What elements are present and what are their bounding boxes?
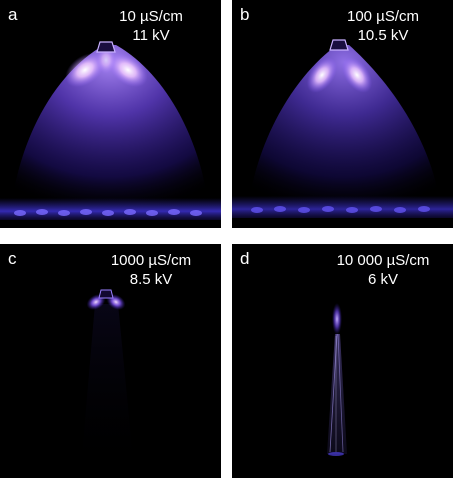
plasma-discharge-photo-d [327,303,347,456]
voltage-d: 6 kV [367,271,398,288]
photo-panel-b: b 100 µS/cm 10.5 kV [232,0,453,228]
condition-label-a: 10 µS/cm 11 kV [91,7,211,45]
panel-label-c: c [8,249,17,268]
photo-panel-a: a 10 µS/cm 11 kV [0,0,221,228]
conductivity-a: 10 µS/cm [119,8,183,25]
plasma-discharge-photo-c [80,289,135,478]
condition-label-c: 1000 µS/cm 8.5 kV [91,251,211,289]
plasma-discharge-photo-a [0,41,221,220]
conductivity-c: 1000 µS/cm [110,252,192,269]
condition-label-d: 10 000 µS/cm 6 kV [323,251,443,289]
panel-label-b: b [240,5,250,24]
photo-panel-c: c 1000 µS/cm 8.5 kV [0,244,221,478]
panel-label-a: a [8,5,18,24]
photo-panel-d: d 10 000 µS/cm 6 kV [232,244,453,478]
voltage-c: 8.5 kV [129,271,173,288]
conductivity-b: 100 µS/cm [346,8,419,25]
conductivity-d: 10 000 µS/cm [336,252,430,269]
voltage-b: 10.5 kV [357,27,409,44]
condition-label-b: 100 µS/cm 10.5 kV [323,7,443,45]
panel-label-d: d [240,249,250,268]
plasma-discharge-photo-b [232,39,453,218]
voltage-a: 11 kV [132,27,170,44]
